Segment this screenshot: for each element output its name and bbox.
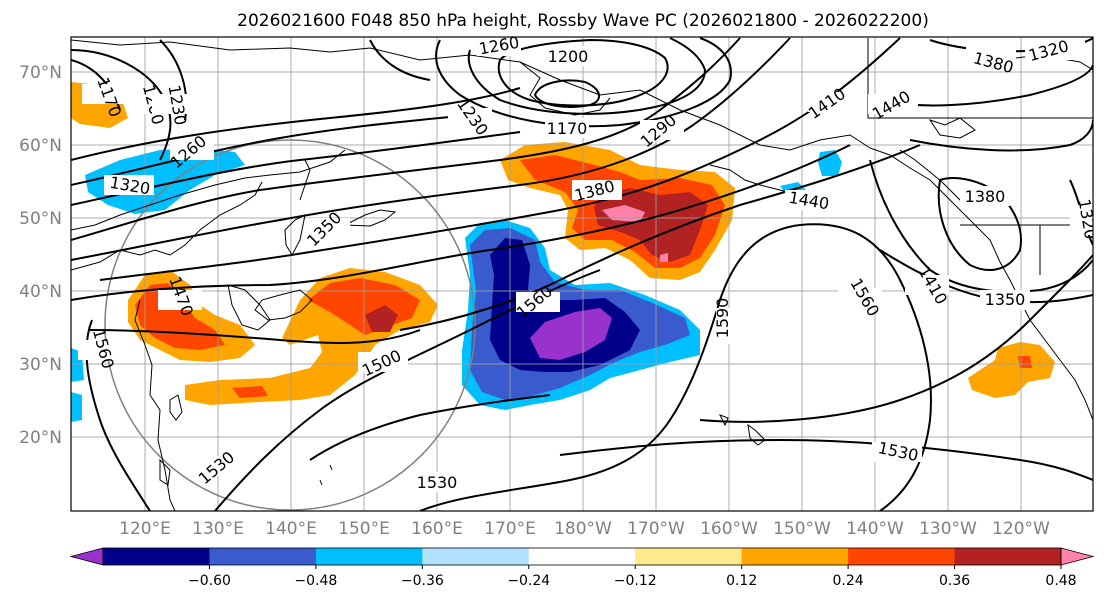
colorbar-swatch: [848, 548, 956, 565]
contour-label: 1200: [545, 46, 589, 66]
lon-tick-label: 150°E: [338, 519, 390, 539]
lat-tick-label: 60°N: [19, 136, 62, 156]
lon-tick-label: 150°W: [773, 519, 831, 539]
colorbar-swatch: [635, 548, 743, 565]
anomaly-patch-positive: [1018, 356, 1032, 368]
lon-tick-label: 130°W: [919, 519, 977, 539]
anomaly-patch-negative: [530, 308, 612, 360]
colorbar-swatch: [315, 548, 423, 565]
contour-label: 1170: [545, 118, 589, 138]
map-frame: [70, 36, 1094, 512]
svg-text:1200: 1200: [548, 47, 589, 66]
colorbar-tick-label: −0.12: [614, 573, 657, 589]
colorbar-swatches: [69, 547, 1095, 566]
coastlines: [71, 38, 1093, 511]
lon-tick-label: 130°E: [192, 519, 244, 539]
svg-text:1380: 1380: [965, 187, 1006, 206]
colorbar-tick-label: 0.48: [1045, 573, 1076, 589]
svg-text:1590: 1590: [713, 298, 732, 339]
contour-label: 1320: [1070, 197, 1093, 241]
lon-tick-label: 160°W: [700, 519, 758, 539]
colorbar-tick-label: −0.48: [294, 573, 337, 589]
lat-tick-label: 20°N: [19, 428, 62, 448]
svg-text:1530: 1530: [417, 473, 458, 492]
lon-tick-label: 170°W: [627, 519, 685, 539]
svg-text:1350: 1350: [985, 290, 1026, 309]
lon-tick-label: 120°W: [992, 519, 1050, 539]
colorbar-outline: [102, 547, 1062, 566]
colorbar-tick-label: −0.60: [188, 573, 231, 589]
anomaly-patch-positive: [660, 253, 668, 262]
colorbar-tick-label: −0.24: [507, 573, 550, 589]
lat-tick-label: 30°N: [19, 355, 62, 375]
colorbar-extend-min: [69, 547, 104, 566]
figure-title: 2026021600 F048 850 hPa height, Rossby W…: [237, 11, 929, 31]
lon-tick-label: 140°W: [846, 519, 904, 539]
colorbar-swatch: [209, 548, 317, 565]
contour-label: 1350: [980, 290, 1030, 310]
colorbar-swatch: [954, 548, 1062, 565]
anomaly-patch-negative: [85, 148, 245, 214]
anomaly-patch-positive: [232, 386, 268, 398]
colorbar-tick-label: 0.24: [833, 573, 864, 589]
contour-label: 1320: [104, 173, 154, 198]
map-panel: 1170 1200 1230 1260 1200 1260 1230 1170 …: [71, 33, 1093, 511]
longitude-axis: 120°E 130°E 140°E 150°E 160°E 170°E 180°…: [119, 519, 1050, 539]
lon-tick-label: 180°W: [554, 519, 612, 539]
lon-tick-label: 120°E: [119, 519, 171, 539]
colorbar-swatch: [422, 548, 530, 565]
colorbar-tick-label: 0.36: [939, 573, 970, 589]
colorbar-extend-max: [1060, 547, 1095, 566]
anomaly-patch-negative: [71, 392, 82, 422]
lon-tick-label: 140°E: [265, 519, 317, 539]
colorbar: −0.60 −0.48 −0.36 −0.24 −0.12 0.12 0.24 0.36 0.4…: [69, 547, 1095, 589]
colorbar-swatch: [528, 548, 636, 565]
lat-tick-label: 70°N: [19, 63, 62, 83]
contour-label: 1260: [477, 33, 521, 59]
radius-circle: [104, 139, 476, 511]
contour-label: 1380: [960, 186, 1010, 206]
lat-tick-label: 50°N: [19, 209, 62, 229]
colorbar-tick-label: −0.36: [401, 573, 444, 589]
lon-tick-label: 170°E: [484, 519, 536, 539]
map-background: [71, 37, 1093, 511]
contour-label: 1440: [785, 188, 835, 213]
anomaly-patch-positive: [365, 305, 398, 332]
anomaly-patch-positive: [968, 342, 1055, 398]
svg-text:1260: 1260: [477, 33, 520, 59]
svg-text:1170: 1170: [547, 119, 588, 138]
lon-tick-label: 160°E: [411, 519, 463, 539]
colorbar-swatch: [103, 548, 210, 565]
contour-label: 1590: [713, 298, 740, 344]
colorbar-tick-label: 0.12: [726, 573, 757, 589]
contour-label: 1530: [872, 438, 922, 465]
latitude-axis: 70°N 60°N 50°N 40°N 30°N 20°N: [19, 63, 62, 448]
colorbar-swatch: [741, 548, 849, 565]
contour-label: 1530: [412, 472, 462, 492]
lat-tick-label: 40°N: [19, 282, 62, 302]
colorbar-ticks: −0.60 −0.48 −0.36 −0.24 −0.12 0.12 0.24 0.36 0.4…: [188, 565, 1077, 589]
